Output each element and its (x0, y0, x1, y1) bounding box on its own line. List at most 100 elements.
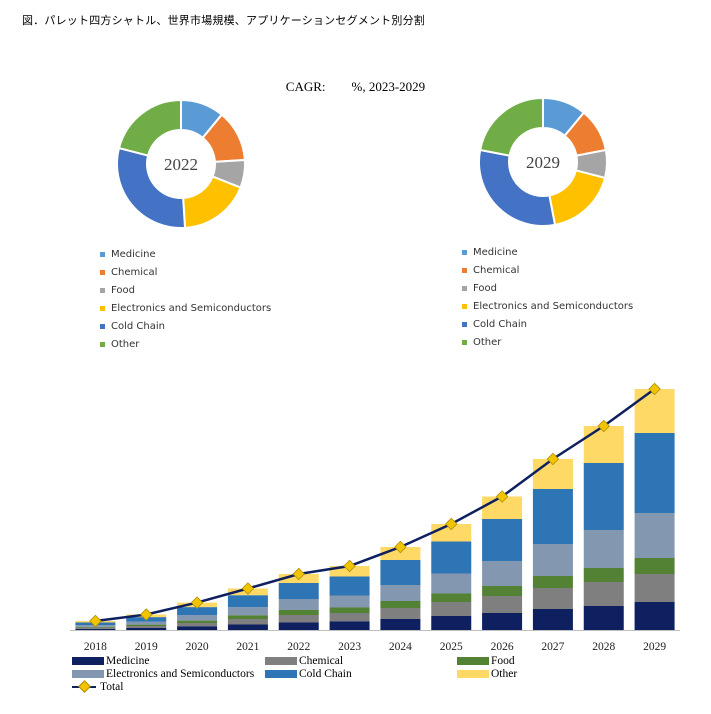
total-marker (241, 582, 255, 595)
bar-2023-medicine (329, 621, 370, 630)
legend-swatch (462, 321, 467, 327)
legend-item: Other (100, 335, 271, 353)
bar-2023-cold-chain (329, 576, 370, 596)
bar-2026-food (482, 586, 523, 596)
bar-2026-electronics-and-semiconductors (482, 561, 523, 586)
bar-2022-chemical (278, 615, 319, 623)
bar-2019-medicine (126, 628, 167, 630)
bar-legend-item: Cold Chain (265, 668, 352, 680)
bar-2026-chemical (482, 596, 523, 613)
donut-2022-slice-other (117, 98, 182, 157)
legend-label: Electronics and Semiconductors (111, 302, 272, 314)
bar-legend-item: Chemical (265, 655, 343, 667)
bar-2023-food (329, 607, 370, 613)
bar-2024-chemical (380, 608, 421, 619)
bar-2021-food (227, 615, 268, 619)
bar-2029-medicine (634, 602, 675, 630)
donut-2029-legend: Medicine Chemical Food Electronics and Semi… (462, 243, 633, 351)
bar-2028-medicine (583, 606, 624, 630)
bar-2018-chemical (75, 627, 116, 629)
bar-2029-cold-chain (634, 433, 675, 513)
total-marker (597, 419, 610, 433)
bar-2020-chemical (177, 623, 218, 627)
legend-swatch (462, 339, 467, 345)
bar-2020-electronics-and-semiconductors (177, 615, 218, 621)
legend-swatch (462, 267, 467, 273)
donut-2029-center-label: 2029 (526, 153, 560, 172)
legend-label: Medicine (473, 246, 518, 258)
x-tick-label: 2022 (287, 641, 310, 653)
legend-label: Chemical (473, 264, 520, 276)
legend-swatch (100, 341, 105, 347)
legend-swatch (100, 269, 105, 275)
bar-legend-label: Other (491, 668, 518, 680)
bar-legend-label: Electronics and Semiconductors (106, 668, 255, 680)
total-marker (495, 490, 509, 503)
legend-label: Food (111, 284, 135, 296)
legend-item: Food (100, 281, 271, 299)
bar-legend-item: Medicine (72, 655, 149, 667)
legend-swatch (462, 249, 467, 255)
legend-item: Medicine (100, 245, 271, 263)
donut-2022-slice-electronics-and-semiconductors (182, 175, 242, 229)
bar-legend-item: Other (457, 668, 517, 680)
bar-2024-food (380, 601, 421, 608)
bar-2028-electronics-and-semiconductors (583, 530, 624, 568)
total-marker (394, 540, 407, 554)
legend-label: Cold Chain (473, 318, 527, 330)
total-marker (140, 608, 153, 621)
legend-item: Electronics and Semiconductors (100, 299, 271, 317)
total-marker (292, 567, 305, 581)
legend-item: Chemical (100, 263, 271, 281)
total-marker (445, 517, 458, 531)
bar-2020-cold-chain (177, 607, 218, 616)
bar-2022-medicine (278, 622, 319, 630)
legend-label: Food (473, 282, 497, 294)
bar-2027-electronics-and-semiconductors (532, 544, 573, 576)
bar-2027-medicine (532, 609, 573, 630)
bar-legend-swatch (265, 670, 297, 678)
bar-legend-item-total: Total (72, 681, 123, 693)
bar-legend-swatch (72, 657, 104, 665)
x-tick-label: 2026 (491, 641, 514, 653)
bar-2027-chemical (532, 588, 573, 609)
donut-2029-slice-other (478, 96, 544, 157)
x-tick-label: 2023 (338, 641, 361, 653)
bar-2021-medicine (227, 624, 268, 630)
figure-title: 図．パレット四方シャトル、世界市場規模、アプリケーションセグメント別分割 (22, 14, 425, 27)
bar-2028-chemical (583, 582, 624, 606)
bar-2025-medicine (431, 616, 472, 630)
bar-2024-cold-chain (380, 560, 421, 585)
bar-legend-item: Food (457, 655, 515, 667)
bar-2019-chemical (126, 626, 167, 628)
x-tick-label: 2024 (389, 641, 412, 653)
total-marker (546, 452, 560, 466)
bar-2029-food (634, 558, 675, 574)
bar-2019-food (126, 624, 167, 626)
bar-2024-electronics-and-semiconductors (380, 585, 421, 601)
bar-legend-swatch (457, 670, 489, 678)
legend-swatch (462, 285, 467, 291)
bar-legend-label: Food (491, 655, 515, 667)
bar-2027-cold-chain (532, 489, 573, 544)
bar-legend-label: Medicine (106, 655, 150, 667)
legend-label: Electronics and Semiconductors (473, 300, 634, 312)
legend-item: Food (462, 279, 633, 297)
total-marker (343, 559, 356, 573)
bar-2022-cold-chain (278, 583, 319, 599)
total-line (95, 387, 656, 623)
cagr-label: CAGR: %, 2023-2029 (285, 79, 426, 94)
legend-label: Other (111, 338, 140, 350)
legend-item: Medicine (462, 243, 633, 261)
bar-legend-label: Total (100, 681, 124, 693)
x-tick-label: 2025 (440, 641, 463, 653)
bar-2025-cold-chain (431, 541, 472, 574)
legend-swatch (100, 305, 105, 311)
total-marker (648, 382, 661, 396)
bar-2027-food (532, 576, 573, 588)
donut-2022-slice-cold-chain (116, 146, 187, 229)
bar-2021-electronics-and-semiconductors (227, 607, 268, 616)
legend-swatch (100, 323, 105, 329)
x-tick-label: 2021 (236, 641, 259, 653)
bar-2025-chemical (431, 602, 472, 616)
